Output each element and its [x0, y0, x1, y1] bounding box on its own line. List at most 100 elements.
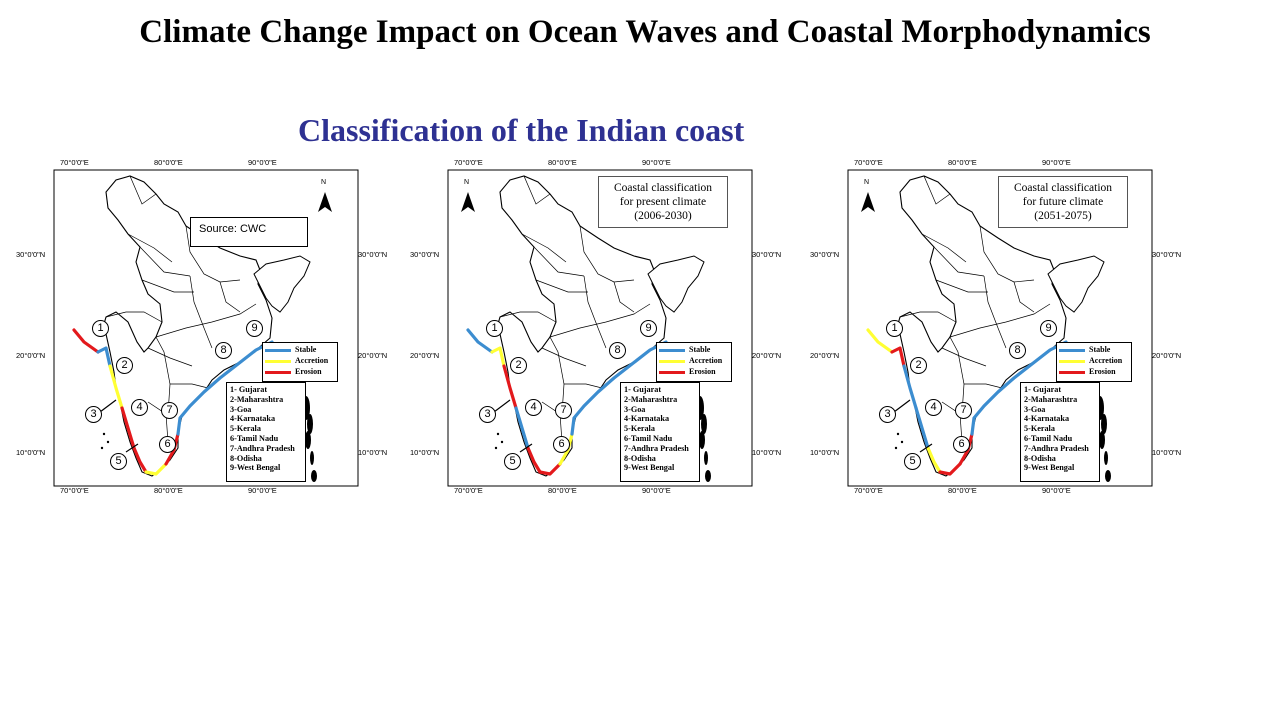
state-key-item: 2-Maharashtra: [1024, 394, 1078, 404]
state-border: [899, 311, 957, 323]
longitude-tick: 70°0'0"E: [60, 158, 89, 167]
latitude-tick: 10°0'0"N: [410, 448, 440, 457]
state-key-item: 8-Odisha: [230, 453, 262, 463]
andaman-island: [307, 414, 313, 434]
northeast-region: [253, 255, 311, 313]
coast-segment: [938, 462, 962, 476]
state-border: [127, 233, 173, 263]
state-border: [949, 336, 965, 415]
state-key-item: 6-Tamil Nadu: [624, 433, 673, 443]
states-key: 1- Gujarat 2-Maharashtra 3-Goa 4-Karnataka 5…: [1020, 382, 1100, 482]
state-key-item: 2-Maharashtra: [624, 394, 678, 404]
coast-segment: [514, 406, 530, 450]
north-label: N: [464, 179, 470, 186]
legend-swatch: [265, 360, 291, 363]
legend-item: Erosion: [659, 367, 729, 377]
northeast-region: [1047, 255, 1105, 313]
state-key-item: 4-Karnataka: [230, 414, 276, 424]
state-key-item: 9-West Bengal: [1024, 463, 1075, 473]
state-number-label: 6: [953, 436, 970, 453]
legend-label: Accretion: [689, 356, 723, 365]
mainland: [103, 175, 273, 477]
coast-segment: [890, 346, 906, 368]
coast-segment: [144, 462, 168, 476]
latitude-tick: 30°0'0"N: [1152, 250, 1182, 259]
states-key: 1- Gujarat 2-Maharashtra 3-Goa 4-Karnataka 5…: [226, 382, 306, 482]
latitude-tick: 20°0'0"N: [810, 351, 840, 360]
state-key-item: 8-Odisha: [624, 453, 656, 463]
legend-item: Accretion: [265, 356, 335, 366]
state-border: [921, 233, 967, 263]
label-pointer: [893, 399, 911, 413]
slide-subtitle: Classification of the Indian coast: [298, 112, 745, 148]
coast-segment: [914, 406, 930, 450]
state-key-item: 3-Goa: [1024, 404, 1046, 414]
coast-segment: [120, 406, 136, 450]
state-border: [579, 225, 635, 283]
state-border: [935, 279, 988, 293]
north-arrow-icon: [461, 192, 475, 212]
coast-segment: [926, 446, 942, 474]
legend-label: Stable: [689, 345, 711, 354]
map-panel-3: N 70°0'0"E 70°0'0"E 80°0'0"E 80°0'0"E 90°0'0"…: [810, 152, 1181, 508]
state-number-label: 1: [486, 320, 503, 337]
longitude-tick: 80°0'0"E: [948, 158, 977, 167]
legend-label: Accretion: [295, 356, 329, 365]
latitude-tick: 10°0'0"N: [752, 448, 782, 457]
climate-period-line: Coastal classification: [1013, 182, 1113, 194]
legend-label: Stable: [295, 345, 317, 354]
label-pointer: [919, 443, 933, 453]
climate-period-line: (2051-2075): [1034, 210, 1092, 222]
legend-item: Erosion: [1059, 367, 1129, 377]
coast-legend: Stable Accretion Erosion: [656, 342, 732, 382]
andaman-island: [1105, 470, 1111, 482]
state-border: [583, 275, 607, 349]
latitude-tick: 20°0'0"N: [410, 351, 440, 360]
north-label: N: [864, 179, 870, 186]
state-border: [129, 175, 157, 205]
state-number-label: 9: [246, 320, 263, 337]
legend-item: Accretion: [659, 356, 729, 366]
longitude-tick: 90°0'0"E: [248, 158, 277, 167]
coast-segment: [164, 432, 180, 466]
state-key-item: 8-Odisha: [1024, 453, 1056, 463]
legend-item: Accretion: [1059, 356, 1129, 366]
state-number-label: 4: [131, 399, 148, 416]
state-number-label: 5: [904, 453, 921, 470]
state-border: [983, 275, 1007, 349]
andaman-island: [1104, 451, 1108, 465]
longitude-tick: 70°0'0"E: [454, 486, 483, 495]
coast-segment: [132, 446, 148, 474]
legend-item: Stable: [659, 345, 729, 355]
state-border: [541, 347, 587, 367]
mainland: [497, 175, 667, 477]
state-number-label: 1: [886, 320, 903, 337]
state-key-item: 9-West Bengal: [230, 463, 281, 473]
latitude-tick: 20°0'0"N: [16, 351, 46, 360]
north-arrow-icon: [861, 192, 875, 212]
state-number-label: 7: [555, 402, 572, 419]
state-number-label: 7: [955, 402, 972, 419]
state-key-item: 7-Andhra Pradesh: [1024, 443, 1089, 453]
coast-segment: [970, 340, 1068, 436]
coast-segment: [866, 328, 894, 354]
state-number-label: 8: [1009, 342, 1026, 359]
state-number-label: 2: [116, 357, 133, 374]
state-number-label: 3: [479, 406, 496, 423]
state-border: [219, 281, 241, 313]
state-key-item: 1- Gujarat: [230, 385, 268, 394]
legend-label: Accretion: [1089, 356, 1123, 365]
lakshadweep-island: [500, 440, 504, 444]
lakshadweep-island: [496, 432, 500, 436]
latitude-tick: 30°0'0"N: [358, 250, 388, 259]
state-number-label: 3: [879, 406, 896, 423]
climate-period-box: Coastal classification for future climate…: [998, 176, 1128, 228]
longitude-tick: 90°0'0"E: [1042, 158, 1071, 167]
state-key-item: 2-Maharashtra: [230, 394, 284, 404]
state-key-item: 4-Karnataka: [1024, 414, 1070, 424]
coast-segment: [570, 340, 668, 436]
longitude-tick: 70°0'0"E: [854, 486, 883, 495]
coast-segment: [538, 462, 562, 476]
legend-item: Stable: [1059, 345, 1129, 355]
state-border: [941, 347, 987, 367]
